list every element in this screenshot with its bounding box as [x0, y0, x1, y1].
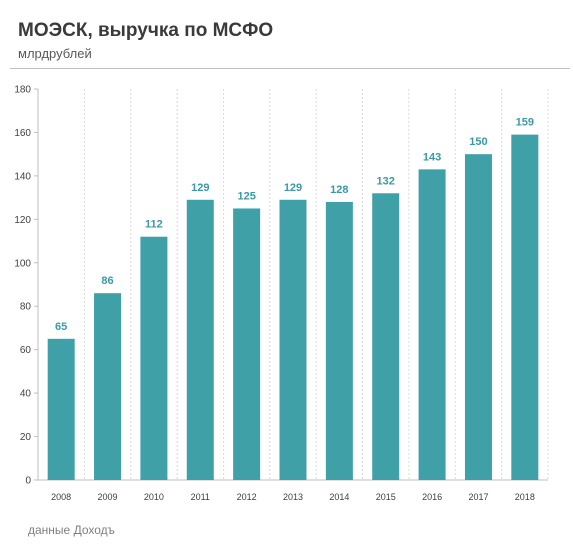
y-tick-label: 100	[14, 258, 31, 269]
data-label-2017: 150	[469, 136, 487, 148]
y-tick-label: 160	[14, 128, 31, 139]
bar-2013	[279, 199, 307, 481]
x-tick-label-2008: 2008	[51, 492, 71, 502]
bar-2008	[47, 338, 75, 480]
data-label-2015: 132	[377, 175, 395, 187]
x-tick-label-2010: 2010	[144, 492, 164, 502]
y-tick-label: 0	[25, 476, 31, 487]
x-tick-label-2016: 2016	[422, 492, 442, 502]
x-tick-label-2018: 2018	[515, 492, 535, 502]
data-label-2010: 112	[145, 219, 163, 231]
data-label-2011: 129	[191, 182, 209, 194]
y-tick-label: 20	[20, 432, 32, 443]
bar-2014	[325, 201, 353, 480]
y-tick-label: 80	[20, 302, 32, 313]
bar-2012	[233, 208, 261, 480]
bar-2018	[511, 134, 539, 480]
bar-2015	[372, 193, 400, 480]
data-label-2016: 143	[423, 151, 441, 163]
data-label-2013: 129	[284, 182, 302, 194]
source-note: данные Доходъ	[28, 523, 115, 537]
x-tick-label-2009: 2009	[98, 492, 118, 502]
header-divider	[10, 68, 570, 69]
x-tick-label-2012: 2012	[237, 492, 257, 502]
x-tick-label-2013: 2013	[283, 492, 303, 502]
data-label-2012: 125	[237, 190, 255, 202]
x-tick-label-2015: 2015	[376, 492, 396, 502]
y-tick-label: 60	[20, 345, 32, 356]
y-tick-label: 140	[14, 171, 31, 182]
data-label-2009: 86	[101, 275, 113, 287]
bar-2017	[464, 154, 492, 480]
data-label-2018: 159	[516, 117, 534, 129]
data-label-2008: 65	[55, 321, 67, 333]
chart-title: МОЭСК, выручка по МСФО	[18, 20, 274, 41]
bar-2011	[186, 199, 214, 481]
bar-2010	[140, 236, 168, 480]
chart-subtitle: млрдрублей	[18, 46, 92, 61]
y-tick-label: 40	[20, 389, 32, 400]
x-tick-label-2011: 2011	[191, 492, 210, 502]
bar-2016	[418, 169, 446, 480]
bar-2009	[94, 293, 122, 480]
x-tick-label-2017: 2017	[468, 492, 488, 502]
data-label-2014: 128	[330, 184, 348, 196]
x-tick-label-2014: 2014	[329, 492, 349, 502]
y-tick-label: 180	[14, 85, 31, 96]
y-tick-label: 120	[14, 215, 31, 226]
